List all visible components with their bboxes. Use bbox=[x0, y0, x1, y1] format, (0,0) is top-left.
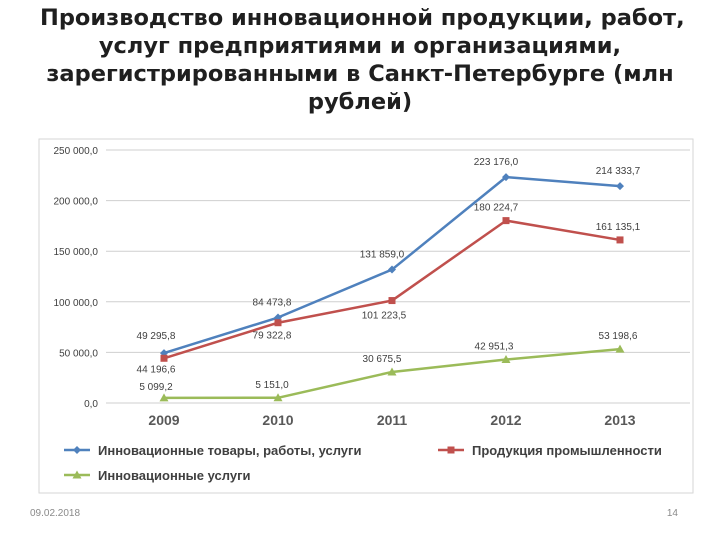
legend-marker bbox=[73, 446, 81, 454]
y-tick-label: 150 000,0 bbox=[54, 247, 99, 258]
data-point bbox=[388, 297, 396, 305]
chart-frame bbox=[38, 138, 694, 494]
data-label: 30 675,5 bbox=[363, 354, 402, 365]
legend-label: Инновационные услуги bbox=[98, 468, 250, 483]
data-label: 131 859,0 bbox=[360, 250, 405, 261]
data-label: 44 196,6 bbox=[137, 364, 176, 375]
data-label: 223 176,0 bbox=[474, 157, 519, 168]
legend-marker bbox=[447, 446, 455, 454]
data-label: 161 135,1 bbox=[596, 222, 641, 233]
data-point bbox=[502, 217, 510, 225]
data-label: 5 099,2 bbox=[139, 382, 173, 393]
data-point bbox=[388, 265, 396, 274]
legend-label: Продукция промышленности bbox=[472, 443, 662, 458]
slide-title: Производство инновационной продукции, ра… bbox=[40, 4, 685, 116]
data-label: 53 198,6 bbox=[599, 331, 638, 342]
y-tick-label: 100 000,0 bbox=[54, 298, 99, 309]
y-tick-label: 200 000,0 bbox=[54, 197, 99, 208]
title-line-3: зарегистрированными в Санкт-Петербурге (… bbox=[46, 61, 674, 87]
data-point bbox=[273, 393, 283, 402]
chart-container: 0,0 50 000,0 100 000,0 150 000,0 200 000,0 25… bbox=[38, 138, 694, 494]
legend-label: Инновационные товары, работы, услуги bbox=[98, 443, 361, 458]
data-label: 5 151,0 bbox=[255, 380, 289, 391]
data-point bbox=[501, 355, 511, 364]
line-chart: 0,0 50 000,0 100 000,0 150 000,0 200 000,0 25… bbox=[38, 138, 694, 494]
y-tick-label: 250 000,0 bbox=[54, 146, 99, 157]
data-label: 180 224,7 bbox=[474, 203, 519, 214]
data-label: 49 295,8 bbox=[137, 331, 176, 342]
data-point bbox=[160, 354, 168, 362]
title-line-2: услуг предприятиями и организациями, bbox=[98, 33, 622, 59]
data-point bbox=[615, 344, 625, 353]
data-label: 84 473,8 bbox=[253, 298, 292, 309]
data-label: 101 223,5 bbox=[362, 311, 407, 322]
data-point bbox=[159, 393, 169, 402]
slide-page-number: 14 bbox=[666, 508, 678, 519]
data-point bbox=[160, 349, 168, 358]
x-tick-label: 2010 bbox=[262, 412, 293, 428]
data-point bbox=[616, 182, 624, 191]
data-label: 79 322,8 bbox=[253, 331, 292, 342]
title-line-1: Производство инновационной продукции, ра… bbox=[40, 5, 685, 31]
legend-marker bbox=[72, 470, 82, 479]
x-tick-label: 2009 bbox=[148, 412, 179, 428]
data-label: 42 951,3 bbox=[475, 342, 514, 353]
slide-date: 09.02.2018 bbox=[30, 508, 81, 519]
data-point bbox=[387, 367, 397, 376]
x-tick-label: 2011 bbox=[377, 412, 408, 428]
data-point bbox=[274, 319, 282, 327]
y-tick-label: 50 000,0 bbox=[59, 348, 98, 359]
data-point bbox=[616, 236, 624, 244]
x-tick-label: 2013 bbox=[604, 412, 635, 428]
x-tick-label: 2012 bbox=[490, 412, 521, 428]
data-point bbox=[502, 173, 510, 182]
title-line-4: рублей) bbox=[307, 89, 413, 115]
data-label: 214 333,7 bbox=[596, 166, 641, 177]
y-tick-label: 0,0 bbox=[84, 399, 98, 410]
